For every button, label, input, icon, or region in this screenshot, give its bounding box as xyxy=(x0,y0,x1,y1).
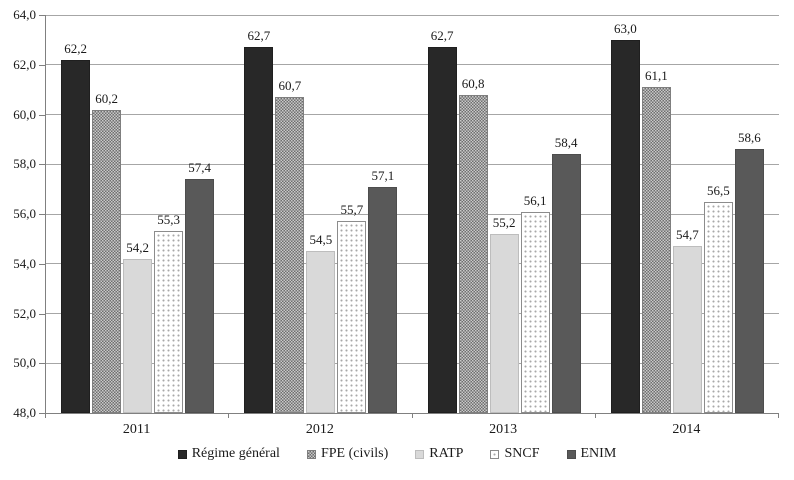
y-axis-tick xyxy=(39,214,45,215)
x-axis-tick xyxy=(595,414,596,418)
bar-value-label: 62,2 xyxy=(64,40,87,56)
legend-marker-solid-black-icon xyxy=(177,449,187,459)
x-axis-tick xyxy=(778,414,779,418)
bar-value-label: 55,3 xyxy=(157,212,180,228)
legend-marker-solid-darkgray-icon xyxy=(566,449,576,459)
gridline xyxy=(46,14,779,16)
legend-item-solid-black: Régime général xyxy=(177,446,280,462)
bar-solid-lightgray-2012 xyxy=(306,251,336,413)
legend-marker-solid-lightgray-icon xyxy=(415,449,425,459)
y-axis-tick xyxy=(39,164,45,166)
legend-item-checker-gray: FPE (civils) xyxy=(306,446,389,462)
bar-value-label: 63,0 xyxy=(614,20,637,36)
y-axis-tick-label: 50,0 xyxy=(13,355,36,371)
y-axis-tick-label: 56,0 xyxy=(13,206,36,221)
x-axis-tick xyxy=(412,414,413,418)
bar-value-label: 56,5 xyxy=(707,182,730,198)
gridline xyxy=(46,313,779,314)
bar-solid-lightgray-2014 xyxy=(672,246,702,413)
legend-label: FPE (civils) xyxy=(320,446,389,461)
bar-value-label: 60,7 xyxy=(278,78,302,94)
bar-value-label: 54,7 xyxy=(676,227,699,243)
gridline xyxy=(46,362,779,364)
bar-value-label: 62,7 xyxy=(430,28,454,44)
y-axis-tick xyxy=(39,64,45,66)
gridline xyxy=(46,64,779,66)
y-axis-tick xyxy=(39,114,45,116)
bar-checker-gray-2012 xyxy=(275,97,305,413)
legend: Régime général FPE (civils) RATP SNCF ENIM xyxy=(0,446,794,462)
bar-solid-black-2014 xyxy=(610,39,640,413)
x-axis-category-label: 2011 xyxy=(122,422,151,437)
legend-item-solid-lightgray: RATP xyxy=(415,446,463,462)
bar-checker-gray-2014 xyxy=(641,87,671,413)
y-axis-tick-label: 60,0 xyxy=(13,106,36,122)
legend-label: Régime général xyxy=(191,446,280,461)
bar-value-label: 54,5 xyxy=(309,232,333,248)
gridline xyxy=(46,163,779,165)
legend-item-solid-darkgray: ENIM xyxy=(566,446,617,462)
bar-value-label: 57,4 xyxy=(188,160,211,176)
y-axis-tick-label: 54,0 xyxy=(13,255,36,271)
legend-marker-checker-gray-icon xyxy=(306,449,316,459)
bar-value-label: 57,1 xyxy=(371,167,395,183)
bar-value-label: 60,2 xyxy=(95,90,118,106)
gridline xyxy=(46,114,779,115)
bar-solid-black-2011 xyxy=(61,59,91,413)
bar-value-label: 55,7 xyxy=(340,202,364,218)
y-axis-tick xyxy=(39,263,45,265)
bar-solid-darkgray-2011 xyxy=(185,179,215,413)
y-axis-tick-label: 64,0 xyxy=(13,7,36,22)
bar-solid-darkgray-2013 xyxy=(551,154,581,413)
bar-dotted-white-2013 xyxy=(520,211,550,413)
y-axis-tick xyxy=(39,413,45,414)
x-axis-category-label: 2012 xyxy=(305,422,334,437)
x-axis-category-label: 2014 xyxy=(672,422,701,437)
bar-value-label: 55,2 xyxy=(492,214,516,230)
bar-value-label: 62,7 xyxy=(247,28,271,44)
gridline xyxy=(46,213,779,215)
legend-marker-dotted-white-icon xyxy=(490,449,500,459)
bar-solid-darkgray-2012 xyxy=(368,186,398,413)
y-axis-tick xyxy=(39,363,45,365)
bar-checker-gray-2013 xyxy=(458,94,488,413)
bar-value-label: 54,2 xyxy=(126,239,149,255)
bar-dotted-white-2011 xyxy=(154,231,184,413)
bar-value-label: 60,8 xyxy=(461,75,485,91)
legend-label: SNCF xyxy=(504,446,540,461)
bar-solid-lightgray-2011 xyxy=(123,258,153,413)
plot-area: 62,2 60,2 54,2 55,3 57,4 62,7 60,7 54,5 55,7 57,1… xyxy=(45,14,779,414)
y-axis-tick-label: 58,0 xyxy=(13,156,36,172)
x-axis-tick xyxy=(45,414,46,418)
bar-value-label: 58,4 xyxy=(554,135,578,151)
bar-solid-lightgray-2013 xyxy=(489,233,519,413)
y-axis-tick xyxy=(39,313,45,315)
bar-solid-black-2013 xyxy=(427,47,457,413)
bar-solid-black-2012 xyxy=(244,47,274,413)
legend-label: RATP xyxy=(429,446,464,461)
bar-solid-darkgray-2014 xyxy=(734,149,764,413)
x-axis-tick xyxy=(228,414,229,418)
y-axis-tick-label: 52,0 xyxy=(13,305,36,321)
bar-value-label: 61,1 xyxy=(645,68,668,84)
y-axis-tick xyxy=(39,15,45,16)
legend-item-dotted-white: SNCF xyxy=(490,446,540,462)
bar-value-label: 58,6 xyxy=(738,130,761,146)
gridline xyxy=(46,263,779,265)
bar-checker-gray-2011 xyxy=(92,109,122,413)
legend-label: ENIM xyxy=(580,446,617,461)
x-axis-category-label: 2013 xyxy=(489,422,518,437)
bar-dotted-white-2012 xyxy=(337,221,367,413)
y-axis-tick-label: 48,0 xyxy=(13,405,36,420)
y-axis-tick-label: 62,0 xyxy=(13,56,36,72)
bar-dotted-white-2014 xyxy=(703,201,733,413)
bar-value-label: 56,1 xyxy=(523,192,547,208)
